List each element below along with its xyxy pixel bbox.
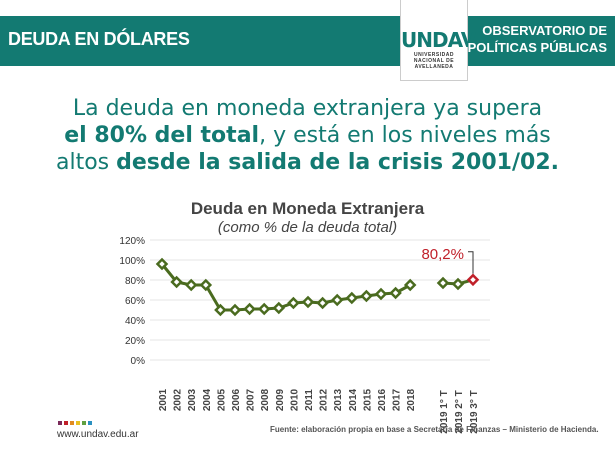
y-tick-label: 120% bbox=[119, 236, 145, 247]
data-point bbox=[214, 303, 227, 317]
x-tick-label: 2013 bbox=[333, 388, 344, 411]
chart-title: Deuda en Moneda Extranjera bbox=[190, 199, 425, 218]
series-line bbox=[160, 263, 411, 312]
data-point bbox=[170, 275, 183, 289]
x-tick-label: 2016 bbox=[377, 388, 388, 411]
data-point bbox=[330, 293, 344, 307]
x-tick-label: 2017 bbox=[392, 388, 403, 411]
x-tick-label: 2006 bbox=[231, 388, 242, 411]
headline: La deuda en moneda extranjera ya supera … bbox=[56, 96, 559, 175]
x-tick-label: 2019 1° T bbox=[439, 390, 450, 433]
website-link[interactable]: www.undav.edu.ar bbox=[57, 429, 139, 440]
data-point bbox=[257, 302, 271, 316]
data-point bbox=[228, 303, 242, 317]
data-point bbox=[403, 278, 417, 292]
data-point bbox=[155, 257, 169, 271]
x-tick-label: 2010 bbox=[289, 388, 300, 411]
y-tick-label: 40% bbox=[125, 316, 145, 327]
data-point bbox=[345, 291, 359, 305]
data-point bbox=[199, 278, 213, 292]
y-tick-label: 80% bbox=[125, 276, 145, 287]
data-point bbox=[436, 276, 450, 290]
x-tick-label: 2008 bbox=[260, 388, 271, 411]
data-point bbox=[243, 302, 256, 316]
section-title: DEUDA EN DÓLARES bbox=[8, 29, 190, 49]
observatory-title: OBSERVATORIO DE POLÍTICAS PÚBLICAS bbox=[467, 23, 607, 55]
data-point bbox=[272, 301, 286, 315]
annotation-leader bbox=[468, 251, 474, 274]
x-tick-label: 2002 bbox=[173, 388, 184, 411]
undav-logo: UNDAV UNIVERSIDAD NACIONAL DE AVELLANEDA bbox=[400, 0, 476, 81]
chart-subtitle: (como % de la deuda total) bbox=[217, 219, 398, 236]
data-point bbox=[184, 278, 198, 292]
x-tick-label: 2014 bbox=[348, 388, 359, 411]
data-point bbox=[316, 296, 329, 310]
x-tick-label: 2015 bbox=[362, 388, 373, 411]
data-point bbox=[466, 273, 480, 287]
y-tick-label: 100% bbox=[119, 256, 145, 267]
data-point bbox=[287, 296, 300, 310]
x-tick-label: 2004 bbox=[202, 388, 213, 411]
y-tick-label: 20% bbox=[125, 336, 145, 347]
data-point bbox=[374, 287, 388, 301]
y-tick-label: 60% bbox=[125, 296, 145, 307]
x-tick-label: 2007 bbox=[246, 388, 257, 411]
data-point bbox=[360, 289, 373, 303]
color-dots-logo bbox=[58, 421, 94, 425]
data-point bbox=[389, 286, 402, 300]
x-tick-label: 2001 bbox=[158, 388, 169, 411]
x-tick-label: 2011 bbox=[304, 389, 315, 411]
header-band bbox=[0, 16, 615, 66]
y-tick-label: 0% bbox=[131, 356, 146, 367]
x-tick-label: 2019 3° T bbox=[469, 390, 480, 433]
data-point bbox=[301, 295, 315, 309]
x-tick-label: 2019 2° T bbox=[454, 390, 465, 433]
x-tick-label: 2003 bbox=[187, 388, 198, 411]
data-point bbox=[451, 277, 465, 291]
x-tick-label: 2012 bbox=[319, 388, 330, 411]
x-tick-label: 2005 bbox=[216, 388, 227, 411]
x-tick-label: 2009 bbox=[275, 388, 286, 411]
annotation-label: 80,2% bbox=[421, 246, 464, 263]
source-note: Fuente: elaboración propia en base a Sec… bbox=[270, 425, 599, 434]
x-tick-label: 2018 bbox=[406, 388, 417, 411]
